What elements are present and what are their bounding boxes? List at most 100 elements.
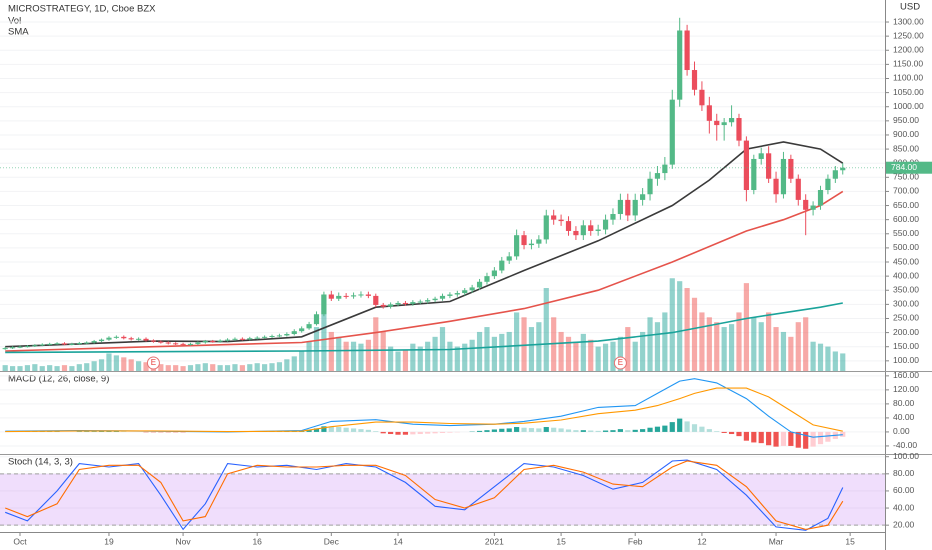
candle-body — [350, 295, 357, 297]
y-tick-label: 40.00 — [893, 502, 915, 512]
y-tick-label: 1000.00 — [893, 101, 924, 111]
histogram-bar — [640, 429, 646, 432]
volume-bar — [91, 361, 97, 371]
histogram-bar — [343, 427, 349, 432]
volume-bar — [69, 366, 75, 371]
candle-body — [840, 167, 846, 171]
y-tick-label: 700.00 — [893, 186, 919, 196]
volume-bar — [165, 365, 171, 371]
histogram-bar — [758, 431, 764, 444]
histogram-bar — [780, 431, 787, 446]
candle-body — [47, 343, 53, 345]
candle-body — [395, 302, 401, 305]
histogram-bar — [632, 429, 638, 432]
candle-body — [521, 235, 527, 246]
volume-bar — [395, 351, 401, 371]
histogram-bar — [521, 427, 527, 432]
histogram-bar — [625, 430, 631, 432]
y-tick-label: 500.00 — [893, 242, 919, 252]
sma-legend: SMA — [8, 27, 29, 38]
volume-bar — [743, 283, 749, 371]
candle-body — [565, 221, 572, 231]
candle-body — [447, 294, 453, 296]
currency: USD — [900, 2, 920, 13]
candle-body — [388, 304, 394, 307]
histogram-bar — [551, 427, 557, 432]
volume-bar — [832, 351, 838, 371]
histogram-bar — [795, 431, 801, 448]
candle-body — [439, 295, 446, 299]
histogram-bar — [484, 430, 490, 432]
histogram-bar — [669, 422, 675, 432]
histogram-bar — [817, 431, 824, 445]
candle-body — [247, 338, 253, 340]
volume-bar — [61, 365, 68, 371]
candle-body — [165, 342, 171, 344]
candle-body — [284, 334, 290, 336]
candle-body — [714, 120, 720, 126]
volume-bar — [195, 364, 201, 371]
volume-bar — [158, 364, 164, 371]
volume-legend: Vol — [8, 16, 21, 27]
candle-body — [425, 300, 431, 302]
y-tick-label: 1250.00 — [893, 30, 924, 40]
candle-body — [803, 199, 809, 210]
earnings-marker — [613, 356, 627, 370]
volume-bar — [617, 336, 623, 371]
candle-body — [195, 342, 201, 344]
y-tick-label: 60.00 — [893, 485, 915, 495]
histogram-bar — [595, 430, 601, 432]
y-tick-label: 1300.00 — [893, 16, 924, 26]
volume-bar — [343, 341, 349, 371]
volume-bar — [795, 322, 801, 371]
candle-body — [514, 235, 520, 257]
candle-body — [24, 346, 31, 348]
indicator-line — [5, 460, 844, 530]
volume-bar — [691, 297, 698, 371]
candle-body — [113, 336, 119, 338]
histogram-bar — [425, 431, 431, 434]
y-tick-label: 20.00 — [893, 519, 915, 529]
histogram-bar — [573, 430, 579, 432]
histogram-bar — [432, 431, 438, 434]
volume-bar — [10, 366, 16, 371]
histogram-bar — [788, 431, 794, 446]
volume-bar — [410, 343, 416, 371]
candle-body — [536, 239, 542, 244]
candle-body — [551, 215, 557, 220]
histogram-bar — [691, 424, 698, 432]
y-tick-label: 150.00 — [893, 341, 919, 351]
x-tick-label: 15 — [845, 536, 855, 546]
y-tick-label: 850.00 — [893, 143, 919, 153]
volume-bar — [128, 359, 134, 371]
volume-bar — [380, 331, 386, 371]
candle-body — [528, 243, 535, 246]
y-tick-label: 1100.00 — [893, 73, 923, 83]
candle-body — [595, 229, 601, 231]
x-tick-label: 15 — [556, 536, 566, 546]
volume-bar — [543, 288, 549, 371]
volume-bar — [758, 322, 764, 371]
histogram-bar — [313, 428, 320, 432]
candle-body — [677, 30, 683, 100]
candle-body — [299, 328, 305, 332]
volume-bar — [514, 312, 520, 371]
histogram-bar — [751, 431, 757, 443]
candle-body — [543, 215, 549, 240]
candle-body — [128, 338, 134, 340]
candle-body — [180, 343, 186, 345]
volume-bar — [499, 333, 505, 371]
histogram-bar — [610, 430, 616, 432]
candle-body — [224, 339, 231, 341]
volume-bar — [336, 336, 342, 371]
candle-body — [17, 346, 23, 348]
indicator-line — [5, 459, 844, 531]
last-price-box — [886, 161, 932, 174]
volume-bar — [699, 312, 705, 371]
earnings-label: E — [151, 358, 156, 367]
candle-body — [410, 302, 416, 304]
volume-bar — [491, 336, 497, 371]
candle-body — [728, 118, 735, 123]
